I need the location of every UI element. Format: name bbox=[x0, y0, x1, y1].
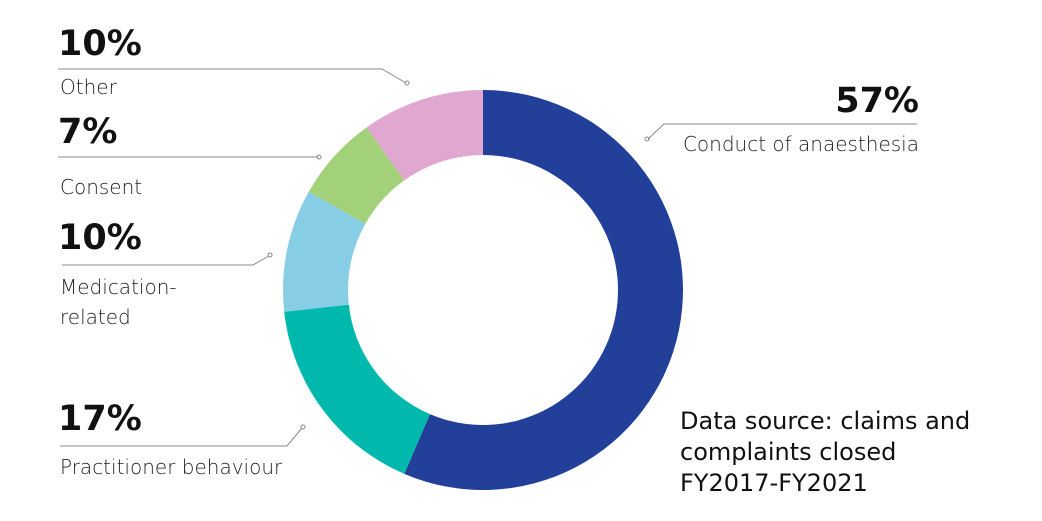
slice-label-medication-line1: Medication- bbox=[60, 275, 177, 299]
data-source-line: complaints closed bbox=[680, 438, 897, 466]
donut-slice-consent bbox=[308, 127, 405, 224]
value-label-medication: 10% bbox=[58, 218, 142, 258]
leader-dot-practitioner bbox=[300, 424, 306, 430]
data-source-line: Data source: claims and bbox=[680, 407, 971, 435]
data-source-line: FY2017-FY2021 bbox=[680, 469, 868, 497]
donut-slice-medication-related bbox=[282, 191, 366, 312]
slice-label-practitioner: Practitioner behaviour bbox=[60, 455, 283, 479]
leader-dot-consent bbox=[316, 154, 322, 160]
leader-line-practitioner bbox=[60, 427, 303, 447]
slice-label-conduct: Conduct of anaesthesia bbox=[683, 132, 919, 156]
leader-dot-conduct bbox=[644, 136, 650, 142]
value-label-other: 10% bbox=[58, 24, 142, 64]
donut-slice-practitioner-behaviour bbox=[284, 304, 430, 474]
slice-label-medication-line2: related bbox=[60, 305, 131, 329]
slice-label-consent: Consent bbox=[60, 175, 142, 199]
leader-line-medication bbox=[62, 255, 270, 266]
data-source-note: Data source: claims and complaints close… bbox=[680, 406, 1020, 499]
slice-label-other: Other bbox=[60, 75, 118, 99]
value-label-conduct: 57% bbox=[835, 81, 919, 121]
value-label-practitioner: 17% bbox=[58, 399, 142, 439]
leader-dot-other bbox=[404, 80, 410, 86]
donut-slice-conduct-of-anaesthesia bbox=[404, 90, 684, 491]
leader-line-conduct bbox=[647, 123, 917, 140]
donut-slice-other bbox=[366, 90, 483, 181]
leader-dot-medication bbox=[267, 252, 273, 258]
leader-line-other bbox=[58, 68, 407, 84]
value-label-consent: 7% bbox=[58, 112, 117, 152]
